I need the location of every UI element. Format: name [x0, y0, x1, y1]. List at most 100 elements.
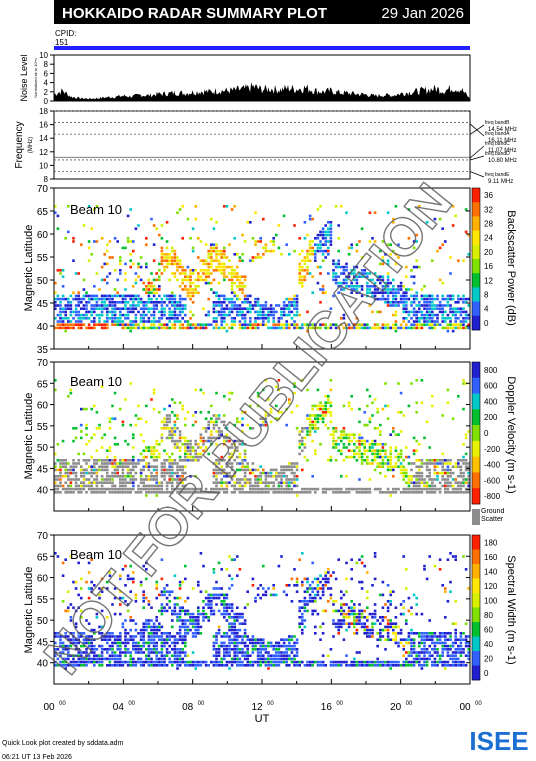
data-cell: [449, 310, 452, 314]
data-cell: [446, 487, 450, 491]
data-cell: [103, 323, 106, 326]
data-cell: [106, 651, 109, 654]
data-cell: [277, 487, 281, 491]
data-cell: [217, 654, 221, 657]
data-cell: [56, 484, 60, 488]
data-cell: [210, 491, 213, 494]
data-cell: [269, 641, 273, 645]
data-cell: [425, 310, 429, 314]
data-cell: [108, 638, 112, 641]
data-cell: [433, 471, 437, 475]
data-cell: [116, 635, 119, 638]
data-cell: [163, 475, 166, 478]
data-cell: [184, 660, 187, 664]
data-cell: [236, 648, 239, 651]
data-cell: [264, 301, 268, 304]
data-cell: [384, 660, 387, 664]
data-cell: [399, 294, 403, 298]
data-cell: [90, 657, 93, 661]
data-cell: [438, 278, 442, 282]
data-cell: [82, 475, 86, 478]
data-cell: [168, 427, 171, 430]
data-cell: [116, 654, 119, 657]
data-cell: [319, 246, 322, 250]
data-cell: [124, 651, 127, 654]
data-cell: [186, 609, 190, 613]
data-cell: [85, 651, 88, 654]
data-cell: [394, 326, 398, 330]
data-cell: [67, 301, 70, 304]
data-cell: [446, 491, 450, 494]
data-cell: [69, 638, 73, 641]
data-cell: [168, 404, 171, 408]
data-cell: [262, 644, 265, 648]
data-cell: [54, 281, 57, 285]
data-cell: [446, 326, 450, 330]
data-cell: [124, 288, 127, 291]
data-cell: [399, 664, 403, 667]
data-cell: [441, 326, 444, 330]
data-cell: [423, 478, 426, 481]
data-cell: [56, 313, 60, 317]
data-cell: [288, 301, 291, 304]
data-cell: [306, 323, 309, 326]
data-cell: [121, 641, 125, 645]
data-cell: [303, 664, 307, 667]
data-cell: [119, 272, 122, 275]
data-cell: [295, 427, 299, 430]
data-cell: [72, 468, 75, 472]
data-cell: [259, 240, 262, 243]
data-cell: [103, 253, 106, 256]
data-cell: [64, 657, 67, 661]
data-cell: [389, 619, 392, 622]
data-cell: [355, 243, 359, 246]
data-cell: [215, 459, 218, 462]
data-cell: [373, 552, 377, 555]
data-cell: [111, 481, 114, 484]
data-cell: [376, 462, 379, 465]
data-cell: [77, 606, 80, 609]
data-cell: [433, 459, 437, 462]
data-cell: [217, 625, 221, 629]
data-cell: [275, 417, 278, 420]
data-cell: [347, 491, 351, 494]
plot-date: 29 Jan 2026: [381, 5, 464, 22]
data-cell: [147, 465, 151, 468]
data-cell: [150, 307, 153, 310]
data-cell: [103, 278, 106, 282]
data-cell: [191, 635, 195, 638]
data-cell: [132, 465, 135, 468]
data-cell: [386, 288, 390, 291]
data-cell: [418, 443, 421, 446]
data-cell: [251, 256, 255, 259]
data-cell: [85, 619, 88, 622]
data-cell: [392, 487, 395, 491]
data-cell: [353, 625, 356, 629]
data-cell: [220, 478, 223, 481]
data-cell: [212, 664, 216, 667]
data-cell: [277, 651, 281, 654]
frequency-ylabel: Frequency: [14, 121, 25, 168]
data-cell: [59, 307, 62, 310]
data-cell: [267, 587, 270, 590]
data-cell: [69, 632, 73, 635]
data-cell: [332, 323, 335, 326]
data-cell: [137, 651, 140, 654]
data-cell: [152, 475, 156, 478]
data-cell: [293, 391, 296, 395]
ground-scatter-label: Ground Scatter: [481, 508, 505, 523]
data-cell: [397, 433, 400, 436]
data-cell: [358, 240, 361, 243]
data-cell: [54, 205, 57, 208]
data-cell: [178, 304, 182, 307]
data-cell: [210, 243, 213, 246]
data-cell: [116, 291, 119, 294]
data-cell: [360, 285, 364, 288]
data-cell: [306, 265, 309, 269]
data-cell: [132, 635, 135, 638]
data-cell: [220, 433, 223, 436]
data-cell: [389, 446, 392, 449]
data-cell: [223, 301, 226, 304]
velocity-colorbar-label: Doppler Velocity (m s-1): [505, 376, 517, 493]
data-cell: [394, 660, 398, 664]
